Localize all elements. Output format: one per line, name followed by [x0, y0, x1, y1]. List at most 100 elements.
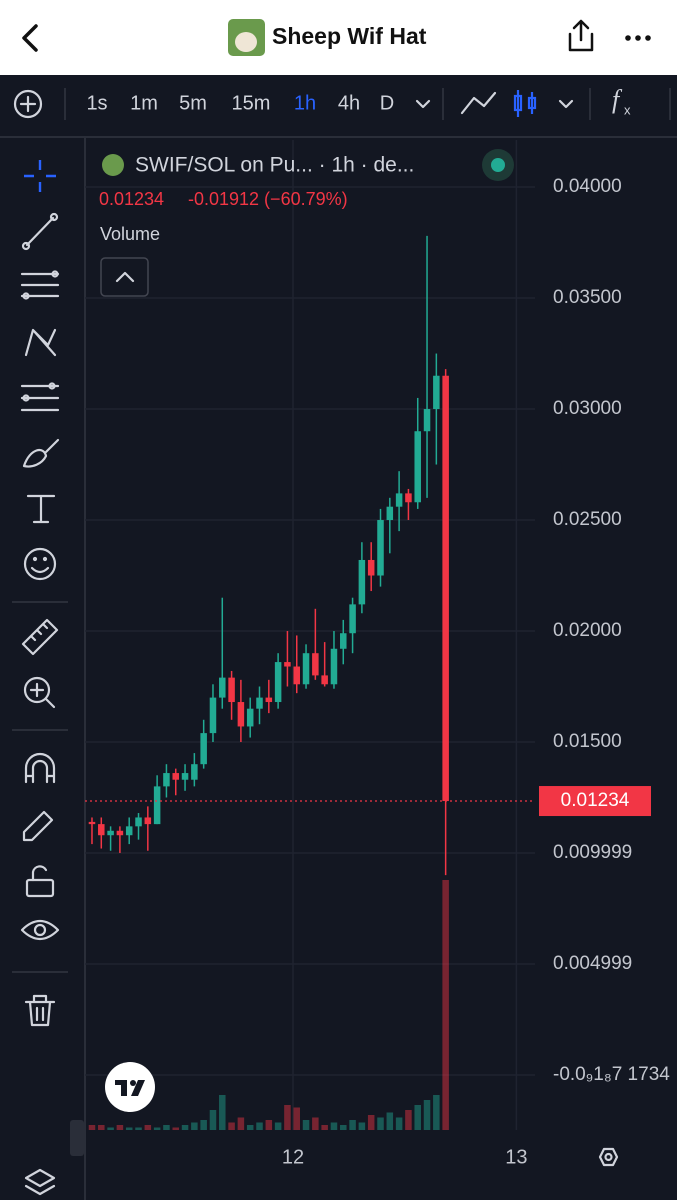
text-tool[interactable]: [26, 494, 56, 524]
candle-body: [116, 830, 124, 836]
volume-bar: [377, 1117, 384, 1130]
candle-body: [219, 677, 226, 698]
candle-body: [367, 559, 375, 576]
tradingview-logo: [105, 1062, 155, 1112]
y-tick-label: 0.004999: [553, 953, 632, 974]
avatar-sheep: [235, 32, 257, 52]
interval-button[interactable]: 4h: [338, 92, 360, 114]
candle-body: [256, 697, 263, 709]
x-tick-label: 12: [282, 1146, 304, 1168]
interval-button[interactable]: 1s: [86, 92, 107, 114]
volume-bar: [256, 1122, 263, 1130]
fib-tool[interactable]: [20, 270, 60, 300]
volume-bar: [200, 1120, 207, 1130]
volume-bar: [386, 1112, 394, 1130]
candle-body: [228, 677, 235, 703]
interval-menu[interactable]: [415, 99, 431, 109]
candle-body: [153, 786, 161, 825]
back-button[interactable]: [22, 24, 38, 52]
volume-bar: [125, 1127, 133, 1130]
unlock-tool[interactable]: [25, 865, 55, 898]
interval-button[interactable]: 1m: [130, 92, 158, 114]
volume-bar: [367, 1115, 375, 1130]
volume-bar: [312, 1117, 319, 1130]
candle-body: [358, 559, 366, 605]
volume-bar: [340, 1125, 347, 1130]
volume-bar: [116, 1125, 124, 1130]
header-title: Sheep Wif Hat: [272, 23, 427, 49]
volume-bar: [153, 1127, 161, 1130]
volume-bar: [172, 1127, 180, 1130]
volume-bar: [274, 1122, 282, 1130]
candle-body: [386, 506, 394, 521]
ruler-tool[interactable]: [21, 618, 59, 656]
candle-body: [433, 375, 440, 410]
candle-body: [349, 604, 356, 634]
volume-bar: [135, 1127, 142, 1130]
legend-avatar: [102, 154, 124, 176]
volume-bar: [163, 1125, 170, 1130]
interval-button[interactable]: 15m: [232, 92, 271, 114]
y-tick-label: -0.0₉1₈7 1734: [553, 1064, 670, 1085]
zoom-tool[interactable]: [23, 676, 56, 709]
hide-tool[interactable]: [20, 919, 60, 941]
candle-body: [423, 409, 431, 432]
collapse-tools[interactable]: [70, 1120, 84, 1156]
candle-body: [312, 653, 319, 676]
trend-line-tool[interactable]: [21, 212, 59, 251]
y-tick-label: 0.02000: [553, 620, 622, 641]
delete-tool[interactable]: [24, 994, 56, 1027]
legend-symbol: SWIF/SOL on Pu... · 1h · de...: [135, 154, 414, 177]
line-chart-button[interactable]: [460, 91, 497, 115]
settings-icon-dot: [604, 1152, 613, 1162]
candle-body: [181, 773, 189, 780]
volume-bar: [358, 1122, 366, 1130]
volume-bar: [209, 1110, 217, 1130]
chart-type-menu[interactable]: [558, 99, 574, 109]
candle-body: [414, 431, 421, 503]
volume-bar: [433, 1095, 440, 1130]
more-button[interactable]: [625, 35, 651, 41]
interval-button[interactable]: 1h: [294, 92, 316, 114]
legend-collapse[interactable]: [100, 257, 149, 297]
emoji-tool[interactable]: [23, 547, 57, 581]
crosshair-tool[interactable]: [24, 160, 56, 192]
volume-bar: [88, 1125, 96, 1130]
y-tick-label: 0.009999: [553, 842, 632, 863]
svg-text:x: x: [624, 102, 631, 117]
layers-button[interactable]: [24, 1168, 56, 1196]
volume-bar: [144, 1125, 152, 1130]
brush-tool[interactable]: [22, 438, 60, 468]
volume-bar: [246, 1125, 254, 1130]
add-symbol-button[interactable]: [13, 89, 43, 119]
candle-body: [107, 830, 114, 836]
interval-group: 1s 1m 5m 15m 1h 4h D: [86, 92, 394, 114]
settings-button[interactable]: [598, 1147, 619, 1167]
lock-drawing-tool[interactable]: [22, 810, 54, 842]
candle-body: [144, 817, 152, 825]
y-tick-label: 0.03000: [553, 398, 622, 419]
interval-button[interactable]: 5m: [179, 92, 207, 114]
candle-body: [302, 653, 310, 685]
candle-body: [237, 702, 245, 727]
candle-body: [163, 773, 170, 787]
plot: 0.04000 0.03500 0.03000 0.02500 0.02000 0.015…: [85, 140, 670, 1168]
interval-button[interactable]: D: [380, 92, 394, 114]
toolbar-separators: [64, 88, 671, 120]
candle-body: [321, 675, 328, 685]
candle-body: [135, 817, 142, 827]
market-status: [491, 158, 505, 172]
pattern-tool[interactable]: [24, 328, 57, 357]
candle-body: [395, 493, 403, 507]
share-button[interactable]: [568, 19, 594, 52]
candle-body: [98, 824, 105, 836]
svg-text:f: f: [612, 85, 623, 114]
volume-bar: [423, 1100, 431, 1130]
magnet-tool[interactable]: [24, 752, 56, 784]
candle-chart-button[interactable]: [513, 90, 537, 117]
prediction-tool[interactable]: [20, 382, 60, 412]
last-price-label: 0.01234: [561, 790, 630, 811]
